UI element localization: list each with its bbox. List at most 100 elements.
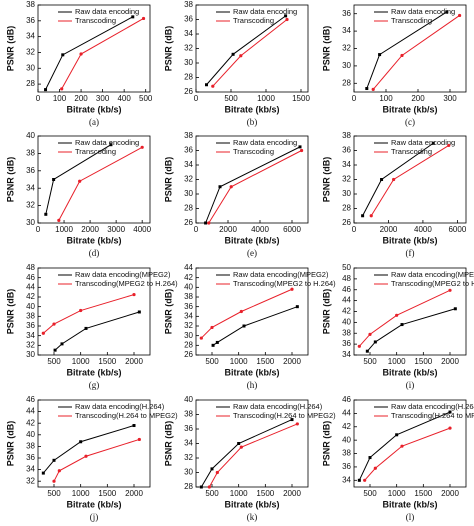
marker <box>373 466 377 470</box>
x-tick-label: 500 <box>47 357 61 366</box>
y-tick-label: 36 <box>342 462 351 471</box>
y-tick-label: 30 <box>26 218 35 227</box>
x-tick-label: 500 <box>139 94 153 103</box>
panel-label: (a) <box>89 117 99 127</box>
y-tick-label: 36 <box>26 321 35 330</box>
y-tick-label: 30 <box>26 63 35 72</box>
y-tick-label: 40 <box>26 302 35 311</box>
y-tick-label: 34 <box>342 350 351 359</box>
marker <box>431 141 435 145</box>
y-tick-label: 34 <box>184 439 193 448</box>
y-tick-label: 30 <box>184 189 193 198</box>
series-line <box>200 288 293 339</box>
marker <box>298 145 302 149</box>
series-line <box>358 411 451 481</box>
x-tick-label: 0 <box>194 94 199 103</box>
y-tick-label: 44 <box>26 282 35 291</box>
y-tick-label: 34 <box>26 32 35 41</box>
x-tick-label: 1000 <box>257 94 275 103</box>
legend-label: Transcoding <box>75 147 116 156</box>
y-tick-label: 32 <box>184 44 193 53</box>
y-tick-label: 42 <box>184 273 193 282</box>
subplot: 34 36 38 40 42 44 46 500 1000 1500 2000 Bitrate (kb… <box>321 395 474 522</box>
plot-frame <box>37 399 151 488</box>
marker <box>380 178 384 181</box>
marker <box>79 440 83 444</box>
marker <box>229 185 233 189</box>
marker <box>357 344 361 348</box>
panel-label: (e) <box>247 248 257 258</box>
y-tick-label: 32 <box>342 175 351 184</box>
x-tick-label: 1500 <box>98 357 116 366</box>
marker <box>44 212 48 216</box>
series-line <box>45 16 134 90</box>
y-tick-label: 38 <box>26 149 35 158</box>
marker <box>60 87 64 91</box>
y-axis-label: PSNR (dB) <box>321 421 331 467</box>
marker <box>361 214 365 218</box>
legend-label: Transcoding(H.264 to MPEG2) <box>233 411 336 420</box>
marker <box>137 437 141 442</box>
y-tick-label: 34 <box>184 29 193 38</box>
y-tick-label: 32 <box>26 340 35 349</box>
y-tick-label: 36 <box>26 16 35 25</box>
y-tick-label: 48 <box>26 263 35 272</box>
marker <box>448 288 452 292</box>
y-axis-label: PSNR (dB) <box>163 157 173 203</box>
legend-label: Raw data encoding <box>391 138 455 147</box>
x-tick-label: 6000 <box>283 225 301 234</box>
series-line <box>53 438 140 482</box>
x-tick-label: 0 <box>36 225 41 234</box>
x-tick-label: 1500 <box>256 357 274 366</box>
x-axis-label: Bitrate (kb/s) <box>66 367 121 377</box>
y-tick-label: 38 <box>184 131 193 140</box>
legend-label: Transcoding <box>75 16 116 25</box>
x-tick-label: 1500 <box>98 489 116 498</box>
y-tick-label: 32 <box>342 44 351 53</box>
y-tick-label: 34 <box>26 183 35 192</box>
legend-label: Transcoding <box>233 147 274 156</box>
y-axis-label: PSNR (dB) <box>321 289 331 335</box>
y-tick-label: 34 <box>342 160 351 169</box>
marker <box>84 326 88 330</box>
y-tick-label: 30 <box>184 331 193 340</box>
x-axis-label: Bitrate (kb/s) <box>382 499 437 509</box>
x-tick-label: 0 <box>352 94 357 103</box>
marker <box>231 52 235 56</box>
y-tick-label: 26 <box>184 218 193 227</box>
marker <box>205 83 208 87</box>
series-line <box>200 419 293 488</box>
subplot: 32 34 36 38 40 42 44 46 500 1000 1500 2000 Bitrate (… <box>5 395 178 522</box>
legend-label: Transcoding(H.264 to MPEG2) <box>75 411 178 420</box>
x-tick-label: 2000 <box>125 357 143 366</box>
x-tick-label: 2000 <box>441 357 459 366</box>
x-tick-label: 0 <box>352 225 357 234</box>
marker <box>295 422 299 426</box>
marker <box>61 53 65 57</box>
x-tick-label: 4000 <box>251 225 269 234</box>
x-tick-label: 500 <box>47 489 61 498</box>
marker <box>79 52 83 56</box>
y-axis-label: PSNR (dB) <box>163 289 173 335</box>
x-tick-label: 1500 <box>256 489 274 498</box>
x-tick-label: 2000 <box>283 357 301 366</box>
y-tick-label: 40 <box>26 131 35 140</box>
subplot: 28 30 32 34 36 38 0 100 200 300 400 500 Bitrate (kb/… <box>5 0 153 127</box>
plot-frame <box>195 267 309 356</box>
legend-label: Raw data encoding <box>75 138 139 147</box>
y-axis-label: PSNR (dB) <box>5 157 15 203</box>
y-tick-label: 38 <box>26 0 35 9</box>
y-tick-label: 36 <box>184 146 193 155</box>
y-tick-label: 40 <box>26 430 35 439</box>
y-tick-label: 38 <box>184 292 193 301</box>
marker <box>300 148 304 153</box>
y-tick-label: 28 <box>184 204 193 213</box>
x-tick-label: 1000 <box>55 225 73 234</box>
legend-label: Transcoding(H.264 to MPEG2) <box>391 411 474 420</box>
y-tick-label: 34 <box>342 475 351 484</box>
marker <box>52 322 56 326</box>
x-tick-label: 200 <box>74 94 88 103</box>
y-tick-label: 30 <box>184 58 193 67</box>
